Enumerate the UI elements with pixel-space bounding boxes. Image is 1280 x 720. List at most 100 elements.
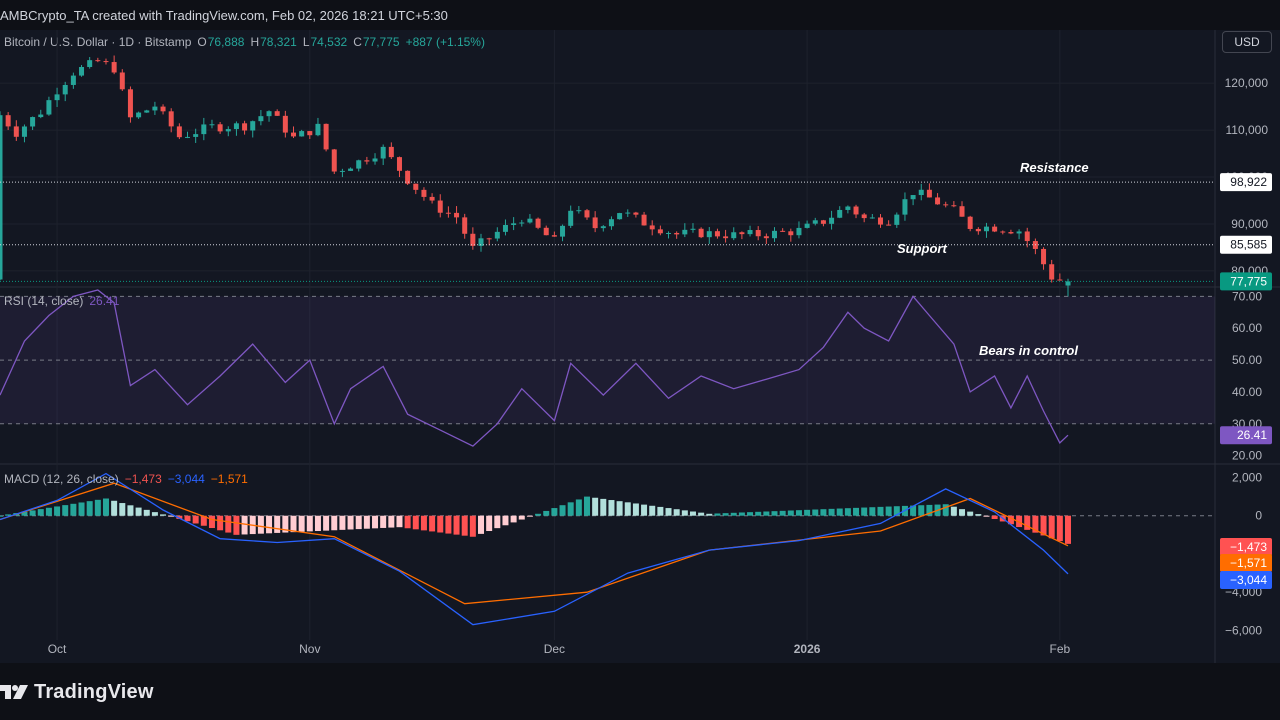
candle-body (1024, 231, 1030, 242)
macd-histogram-bar (673, 509, 680, 516)
macd-hist-tag: −1,473 (1220, 538, 1272, 556)
macd-histogram-bar (1065, 515, 1071, 544)
macd-title[interactable]: MACD (12, 26, close) (4, 472, 119, 486)
candle-body (217, 124, 223, 132)
macd-histogram-bar (975, 514, 982, 516)
candle-body (869, 217, 875, 219)
macd-histogram-bar (396, 515, 403, 528)
macd-line-tag-bg (1220, 571, 1272, 589)
change-value: +887 (+1.15%) (405, 35, 485, 49)
macd-histogram-bar (543, 510, 550, 516)
macd-histogram-bar (29, 510, 36, 516)
candle-body (502, 224, 508, 232)
candle-body (258, 116, 264, 122)
macd-histogram-bar (21, 511, 28, 516)
grid-lines (0, 30, 1280, 663)
support-annotation: Support (897, 241, 947, 256)
low-value: L 74,532 (303, 35, 347, 49)
macd-histogram-bar (429, 515, 436, 532)
rsi-title[interactable]: RSI (14, close) (4, 294, 84, 308)
macd-signal-line (0, 482, 1069, 605)
macd-histogram-bar (820, 509, 827, 516)
candle-body (967, 216, 973, 229)
time-tick-label: 2026 (794, 642, 821, 656)
currency-button[interactable]: USD (1222, 31, 1272, 53)
candle-body (698, 228, 704, 238)
candle-body (527, 218, 533, 223)
candle-body (576, 210, 582, 212)
candle-body (829, 217, 835, 224)
candle-body (682, 229, 688, 235)
macd-histogram-bar (861, 507, 868, 516)
candle-body (560, 225, 566, 237)
candle-body (690, 228, 696, 230)
macd-histogram-bar (853, 507, 860, 516)
open-value: O 76,888 (197, 35, 244, 49)
macd-histogram-bar (738, 512, 745, 516)
attribution-bar: AMBCrypto_TA created with TradingView.co… (0, 0, 1280, 30)
candle-body (176, 126, 182, 138)
candle-body (380, 146, 386, 159)
macd-histogram-bar (804, 509, 811, 516)
macd-histogram-bar (306, 515, 313, 532)
time-tick-label: Oct (48, 642, 67, 656)
resistance-annotation: Resistance (1020, 160, 1089, 175)
last-price-tag-bg (1220, 272, 1272, 291)
macd-line (0, 472, 1069, 626)
chart-canvas[interactable]: 120,000110,000100,00090,00080,00098,9228… (0, 0, 1280, 663)
candle-body (731, 232, 737, 239)
macd-histogram-bar (388, 515, 395, 528)
candle-body (54, 94, 60, 101)
macd-signal-tag: −1,571 (1220, 554, 1272, 572)
macd-histogram-bar (127, 505, 134, 516)
macd-histogram-bar (266, 515, 273, 534)
attribution-text: AMBCrypto_TA created with TradingView.co… (0, 7, 448, 23)
rsi-legend[interactable]: RSI (14, close) 26.41 (4, 294, 119, 308)
candle-body (763, 236, 769, 239)
candle-body (5, 115, 11, 127)
rsi-tick-label: 40.00 (1232, 385, 1262, 399)
symbol-name[interactable]: Bitcoin / U.S. Dollar · 1D · Bitstamp (4, 35, 192, 49)
candle-body (445, 212, 451, 214)
macd-histogram-bar (665, 508, 672, 516)
macd-histogram-bar (241, 515, 248, 535)
macd-histogram-bar (380, 515, 387, 528)
candle-body (437, 200, 443, 213)
macd-legend[interactable]: MACD (12, 26, close) −1,473 −3,044 −1,57… (4, 472, 248, 486)
candle-body (209, 124, 215, 126)
macd-histogram-bar (893, 506, 900, 516)
macd-hist-tag-text: −1,473 (1230, 540, 1267, 554)
macd-histogram-bar (1040, 515, 1047, 536)
candle-body (38, 114, 44, 118)
macd-histogram-bar (445, 515, 452, 534)
macd-histogram-bar (608, 500, 615, 516)
candle-body (926, 189, 932, 198)
macd-histogram-bar (910, 505, 917, 516)
candle-body (666, 232, 672, 234)
candle-body (21, 126, 27, 137)
candle-body (356, 160, 362, 169)
macd-histogram-bar (184, 515, 191, 522)
candle-body (747, 230, 753, 235)
macd-histogram-bar (1016, 515, 1023, 528)
macd-histogram-bar (583, 496, 590, 516)
candle-body (95, 60, 101, 62)
macd-histogram-bar (592, 497, 599, 516)
macd-histogram-bar (78, 502, 85, 516)
macd-histogram-bar (722, 513, 729, 516)
candle-body (788, 231, 794, 236)
macd-histogram-bar (274, 515, 281, 533)
tradingview-logo[interactable]: TradingView (0, 678, 154, 706)
candle-body (388, 146, 394, 158)
macd-signal-tag-text: −1,571 (1230, 556, 1267, 570)
macd-histogram-bar (836, 508, 843, 516)
macd-line-value: −3,044 (167, 472, 205, 486)
candle-body (543, 227, 549, 236)
macd-histogram-bar (143, 509, 150, 516)
macd-histogram-bar (94, 499, 101, 516)
macd-hist-tag-bg (1220, 538, 1272, 556)
macd-histogram-bar (1048, 515, 1055, 539)
macd-histogram-bar (624, 502, 631, 516)
candle-body (478, 238, 484, 246)
